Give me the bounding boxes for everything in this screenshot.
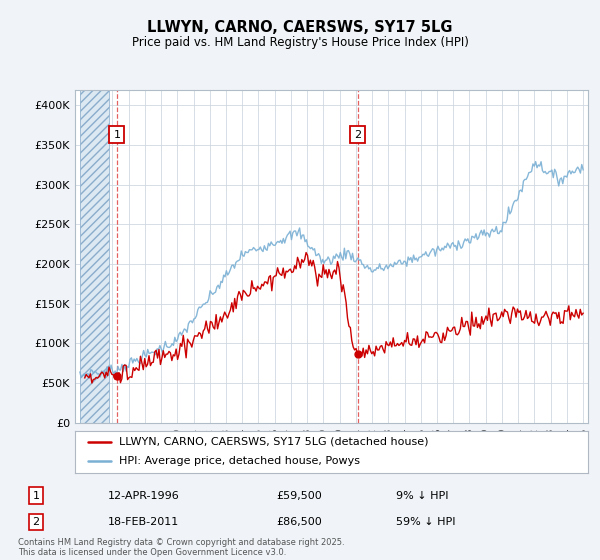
Text: 1: 1 [32, 491, 40, 501]
Text: 1: 1 [113, 129, 121, 139]
Text: LLWYN, CARNO, CAERSWS, SY17 5LG: LLWYN, CARNO, CAERSWS, SY17 5LG [147, 20, 453, 35]
Text: £59,500: £59,500 [276, 491, 322, 501]
Text: Contains HM Land Registry data © Crown copyright and database right 2025.
This d: Contains HM Land Registry data © Crown c… [18, 538, 344, 557]
Text: HPI: Average price, detached house, Powys: HPI: Average price, detached house, Powy… [119, 456, 359, 466]
Text: 12-APR-1996: 12-APR-1996 [108, 491, 180, 501]
Text: 2: 2 [354, 129, 361, 139]
Text: £86,500: £86,500 [276, 517, 322, 527]
Text: 18-FEB-2011: 18-FEB-2011 [108, 517, 179, 527]
Text: 59% ↓ HPI: 59% ↓ HPI [396, 517, 455, 527]
Text: 9% ↓ HPI: 9% ↓ HPI [396, 491, 449, 501]
Bar [80, 90, 109, 423]
Text: Price paid vs. HM Land Registry's House Price Index (HPI): Price paid vs. HM Land Registry's House … [131, 36, 469, 49]
Text: 2: 2 [32, 517, 40, 527]
Text: LLWYN, CARNO, CAERSWS, SY17 5LG (detached house): LLWYN, CARNO, CAERSWS, SY17 5LG (detache… [119, 437, 428, 447]
